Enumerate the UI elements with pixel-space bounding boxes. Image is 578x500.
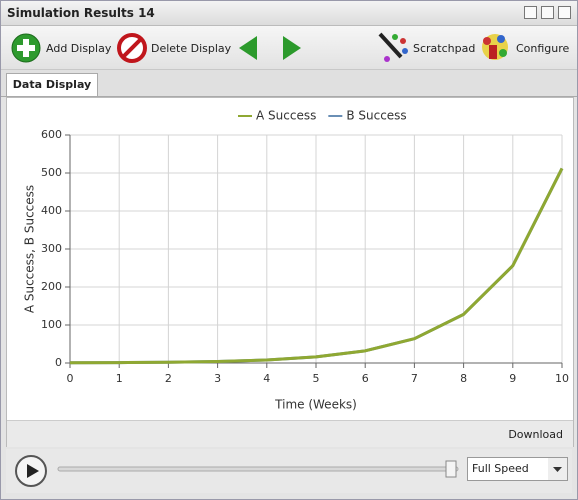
forward-arrow[interactable] [281, 35, 303, 61]
download-link[interactable]: Download [508, 428, 563, 441]
speed-slider[interactable] [56, 459, 466, 479]
x-tick-label: 8 [460, 372, 467, 385]
y-tick-label: 500 [41, 166, 62, 179]
y-tick-label: 0 [55, 356, 62, 369]
y-tick-label: 400 [41, 204, 62, 217]
x-axis-label: Time (Weeks) [274, 398, 357, 412]
download-bar: Download [7, 420, 573, 447]
close-button[interactable] [558, 6, 571, 19]
chart: 0 100 200 300 400 500 600 0 1 2 3 4 5 6 7 8 9 10 Time (Wee… [23, 109, 570, 412]
x-tick-label: 4 [263, 372, 270, 385]
x-tick-label: 6 [362, 372, 369, 385]
add-icon[interactable] [11, 33, 41, 63]
speed-select[interactable]: Full Speed [467, 457, 568, 481]
toolbar: Add Display Delete Display Scratchpad Co… [1, 26, 577, 70]
tab[interactable]: Data Display [6, 73, 98, 96]
scratchpad-icon[interactable] [377, 31, 409, 63]
configure-button[interactable]: Configure [516, 42, 570, 55]
line-series [69, 167, 564, 365]
x-tick-label: 3 [214, 372, 221, 385]
y-tick-label: 100 [41, 318, 62, 331]
legend-label: A Success [256, 109, 316, 123]
window-title: Simulation Results 14 [7, 6, 155, 20]
controls: Full Speed [6, 449, 572, 493]
y-tick-label: 200 [41, 280, 62, 293]
x-tick-label: 10 [555, 372, 569, 385]
y-tick-label: 600 [41, 128, 62, 141]
minimize-button[interactable] [524, 6, 537, 19]
x-tick-label: 7 [411, 372, 418, 385]
add-display-button[interactable]: Add Display [46, 42, 112, 55]
x-tick-label: 9 [509, 372, 516, 385]
tab-strip: Data Display [1, 70, 577, 97]
x-tick-label: 5 [313, 372, 320, 385]
chart-panel: 0 100 200 300 400 500 600 0 1 2 3 4 5 6 7 8 9 10 Time (Wee… [6, 97, 574, 447]
back-arrow[interactable] [237, 35, 259, 61]
x-tick-label: 1 [116, 372, 123, 385]
y-axis-label: A Success, B Success [23, 185, 37, 313]
x-tick-label: 0 [67, 372, 74, 385]
scratchpad-button[interactable]: Scratchpad [413, 42, 476, 55]
y-tick-label: 300 [41, 242, 62, 255]
speed-value: Full Speed [472, 462, 529, 475]
title-bar: Simulation Results 14 [1, 1, 577, 26]
delete-display-button[interactable]: Delete Display [151, 42, 232, 55]
maximize-button[interactable] [541, 6, 554, 19]
legend-label: B Success [346, 109, 406, 123]
dropdown-arrow [548, 458, 567, 480]
play-button[interactable] [14, 454, 48, 488]
delete-icon[interactable] [117, 33, 147, 63]
configure-icon[interactable] [479, 31, 511, 63]
x-tick-label: 2 [165, 372, 172, 385]
